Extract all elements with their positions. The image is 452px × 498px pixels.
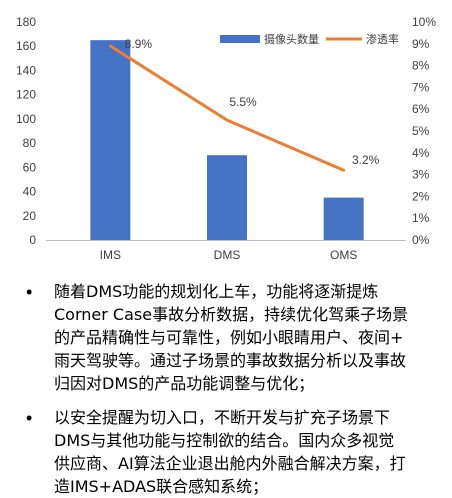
bar-oms — [323, 197, 364, 240]
left-axis-tick-label: 80 — [23, 136, 37, 150]
left-axis-tick-label: 60 — [23, 160, 37, 174]
combo-chart: 0 20 40 60 80 100 120 140 160 180 0% 1% 2% 3% 4% 5% 6% 7%… — [16, 15, 436, 262]
bullet-dot: • — [26, 282, 33, 302]
bar-ims — [90, 40, 131, 240]
bullet-line: 供应商、AI算法企业退出舱内外融合解决方案，打 — [54, 454, 406, 473]
bullet-line: 的产品精确性与可靠性，例如小眼睛用户、夜间+ — [54, 328, 404, 347]
x-category-label: IMS — [100, 248, 121, 262]
left-axis-tick-label: 120 — [16, 88, 36, 102]
bullet-line: 以安全提醒为切入口，不断开发与扩充子场景下 — [54, 408, 391, 427]
x-category-label: OMS — [330, 248, 357, 262]
bullet-line: 造IMS+ADAS联合感知系统； — [54, 477, 269, 496]
left-axis-tick-label: 160 — [16, 39, 36, 53]
right-axis-tick-label: 4% — [412, 146, 430, 160]
line-data-label: 5.5% — [229, 95, 257, 109]
line-penetration-rate — [108, 44, 346, 172]
legend-swatch-bar — [220, 35, 260, 43]
bullet-line: 随着DMS功能的规划化上车，功能将逐渐提炼 — [54, 282, 379, 301]
legend-label-line: 渗透率 — [366, 32, 399, 46]
right-axis-tick-label: 9% — [412, 37, 430, 51]
right-axis-tick-label: 3% — [412, 168, 430, 182]
left-axis-tick-label: 140 — [16, 63, 36, 77]
right-axis-tick-label: 1% — [412, 211, 430, 225]
bullet-line: 归因对DMS的产品功能调整与优化； — [54, 374, 315, 393]
line-data-label: 3.2% — [352, 153, 380, 167]
legend-label-bar: 摄像头数量 — [264, 32, 319, 46]
left-axis-tick-label: 180 — [16, 15, 36, 29]
right-axis-tick-label: 6% — [412, 102, 430, 116]
line-data-label: 8.9% — [125, 37, 153, 51]
right-axis-tick-label: 5% — [412, 124, 430, 138]
right-axis-tick-label: 2% — [412, 189, 430, 203]
bar-dms — [207, 155, 247, 240]
x-category-label: DMS — [214, 248, 241, 262]
bullet-dot: • — [26, 408, 33, 428]
bullet-text-2: 以安全提醒为切入口，不断开发与扩充子场景下 DMS与其他功能与控制欲的结合。国内… — [54, 406, 438, 498]
bullet-line: DMS与其他功能与控制欲的结合。国内众多视觉 — [54, 431, 395, 450]
right-axis-tick-label: 8% — [412, 59, 430, 73]
left-axis-tick-label: 40 — [23, 185, 37, 199]
left-axis-tick-label: 20 — [23, 209, 37, 223]
bullet-text-1: 随着DMS功能的规划化上车，功能将逐渐提炼 Corner Case事故分析数据，… — [54, 280, 438, 395]
right-axis-tick-label: 10% — [412, 15, 436, 29]
right-axis-tick-label: 0% — [412, 233, 430, 247]
bullet-line: 雨天驾驶等。通过子场景的事故数据分析以及事故 — [54, 351, 407, 370]
right-axis-tick-label: 7% — [412, 80, 430, 94]
chart-panel: 0 20 40 60 80 100 120 140 160 180 0% 1% 2% 3% 4% 5% 6% 7%… — [15, 15, 437, 262]
left-axis-tick-label: 100 — [16, 112, 36, 126]
bullet-line: Corner Case事故分析数据，持续优化驾乘子场景 — [54, 305, 409, 324]
left-axis-tick-label: 0 — [29, 233, 36, 247]
